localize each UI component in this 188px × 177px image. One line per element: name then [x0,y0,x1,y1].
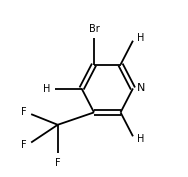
Text: Br: Br [89,24,99,34]
Text: F: F [55,158,61,168]
Text: F: F [21,107,26,117]
Text: N: N [137,83,146,93]
Text: H: H [43,84,51,93]
Text: H: H [137,134,145,144]
Text: H: H [137,33,145,43]
Text: F: F [21,141,26,150]
